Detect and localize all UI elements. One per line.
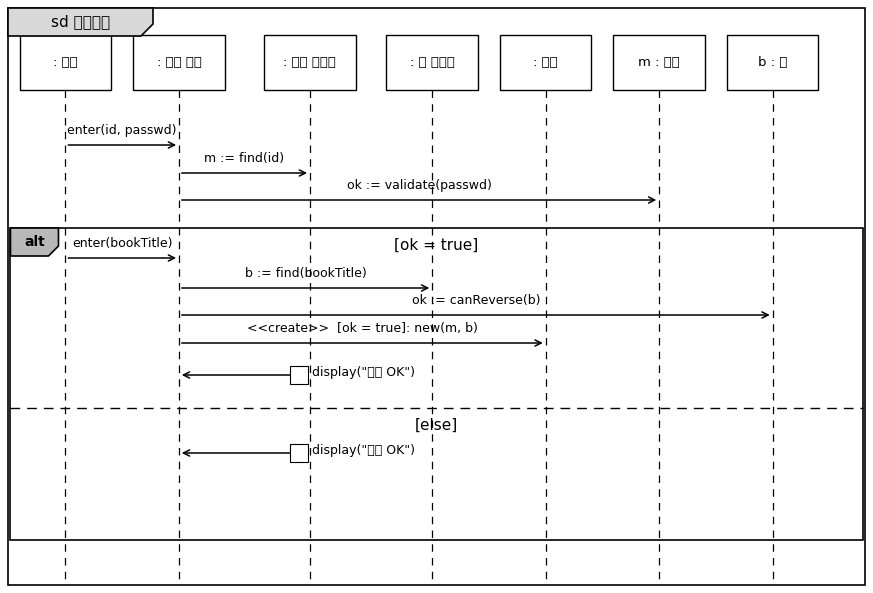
- Bar: [133, 35, 225, 90]
- Text: b := find(bookTitle): b := find(bookTitle): [244, 267, 367, 280]
- Text: sd 도서대여: sd 도서대여: [51, 14, 110, 30]
- Bar: [613, 35, 705, 90]
- Text: [else]: [else]: [415, 417, 458, 432]
- Bar: [290, 444, 308, 462]
- Text: : 대여 화면: : 대여 화면: [156, 56, 202, 69]
- Text: m := find(id): m := find(id): [204, 152, 285, 165]
- Text: enter(bookTitle): enter(bookTitle): [72, 237, 173, 250]
- Bar: [264, 35, 356, 90]
- Text: : 회원 리스트: : 회원 리스트: [284, 56, 336, 69]
- Text: enter(id, passwd): enter(id, passwd): [67, 124, 177, 137]
- Text: : 책 리스트: : 책 리스트: [409, 56, 455, 69]
- Text: alt: alt: [24, 235, 45, 249]
- Text: : 대여: : 대여: [533, 56, 558, 69]
- Bar: [10, 228, 863, 540]
- Text: <<create>>  [ok = true]: new(m, b): <<create>> [ok = true]: new(m, b): [247, 322, 478, 335]
- Bar: [727, 35, 819, 90]
- Text: : 사서: : 사서: [53, 56, 78, 69]
- Bar: [290, 366, 308, 384]
- Polygon shape: [10, 228, 58, 256]
- Polygon shape: [8, 8, 153, 36]
- Text: ok := validate(passwd): ok := validate(passwd): [347, 179, 491, 192]
- Text: ok := canReverse(b): ok := canReverse(b): [411, 294, 540, 307]
- Text: m : 회원: m : 회원: [638, 56, 680, 69]
- Text: [ok = true]: [ok = true]: [395, 238, 478, 253]
- Text: display("대여 OK"): display("대여 OK"): [312, 444, 415, 457]
- Text: b : 책: b : 책: [758, 56, 787, 69]
- Text: display("대여 OK"): display("대여 OK"): [312, 366, 415, 379]
- Bar: [19, 35, 112, 90]
- Bar: [499, 35, 592, 90]
- Bar: [386, 35, 478, 90]
